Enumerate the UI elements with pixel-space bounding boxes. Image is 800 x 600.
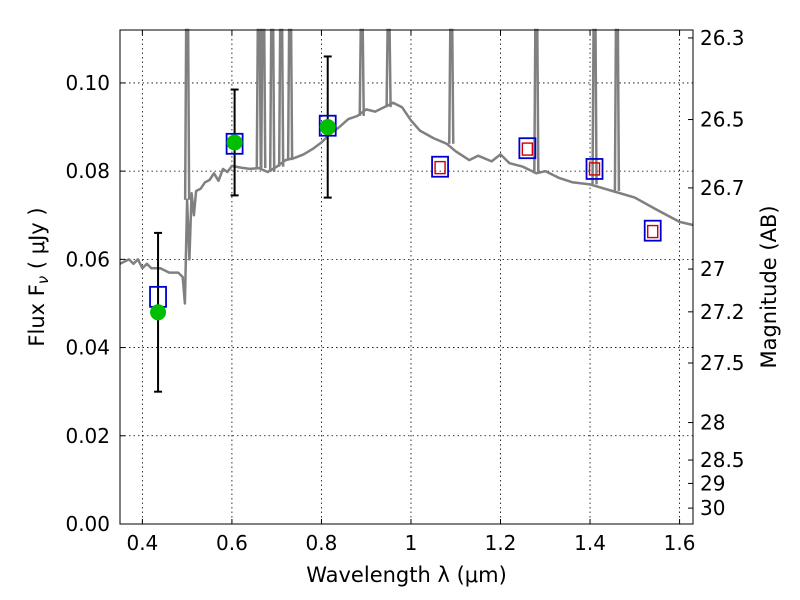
spectrum-line <box>119 101 694 305</box>
observed-point-0 <box>150 304 167 321</box>
inner-markers <box>434 142 659 239</box>
y2-axis-label: Magnitude (AB) <box>757 205 781 368</box>
x-tick-label-5: 1.4 <box>574 531 606 555</box>
y2-tick-label-4: 27.2 <box>700 300 745 324</box>
y2-tick-label-3: 27 <box>700 257 725 281</box>
grid <box>120 30 693 525</box>
plot-frame <box>119 29 694 525</box>
x-tick-label-1: 0.6 <box>216 531 248 555</box>
emission-line-4 <box>277 28 285 167</box>
observed-points <box>150 119 336 321</box>
y-axis-ticks: 0.00 0.02 0.04 0.06 0.08 0.10 <box>65 71 125 536</box>
y2-tick-label-6: 28 <box>700 411 725 435</box>
y2-tick-label-2: 26.7 <box>700 176 745 200</box>
y2-tick-label-5: 27.5 <box>700 351 745 375</box>
y-tick-label-1: 0.02 <box>65 424 110 448</box>
model-box-3 <box>431 155 449 178</box>
x-tick-label-4: 1.2 <box>485 531 517 555</box>
model-box-4 <box>518 137 537 160</box>
inner-marker-1 <box>521 142 534 156</box>
inner-marker-0 <box>434 160 446 175</box>
emission-line-11 <box>613 28 621 191</box>
emission-line-6 <box>358 28 365 117</box>
y-tick-label-5: 0.10 <box>65 71 110 95</box>
y2-tick-label-8: 29 <box>700 471 725 495</box>
emission-line-8 <box>448 28 455 144</box>
inner-marker-3 <box>647 224 659 239</box>
y2-tick-label-1: 26.5 <box>700 108 745 132</box>
observed-point-2 <box>319 119 336 136</box>
model-spectrum <box>119 28 694 305</box>
emission-line-5 <box>286 28 294 161</box>
y-axis-label-units: ( μJy ) <box>25 207 49 275</box>
x-tick-label-3: 1 <box>405 531 418 555</box>
y-tick-label-4: 0.08 <box>65 159 110 183</box>
model-box-6 <box>643 219 662 242</box>
y2-tick-label-9: 30 <box>700 496 725 520</box>
y-tick-label-3: 0.06 <box>65 247 110 271</box>
x-tick-label-0: 0.4 <box>126 531 158 555</box>
y2-tick-label-7: 28.5 <box>700 448 745 472</box>
emission-line-10 <box>591 28 598 185</box>
emission-line-7 <box>385 28 392 108</box>
inner-marker-2 <box>588 162 601 176</box>
x-axis-label: Wavelength λ (μm) <box>306 563 507 587</box>
model-box-1 <box>225 132 244 155</box>
emission-line-3 <box>268 28 276 173</box>
model-box-2 <box>318 114 337 137</box>
x-axis-ticks: 0.4 0.6 0.8 1 1.2 1.4 1.6 <box>126 30 695 555</box>
observed-point-1 <box>226 134 243 151</box>
x-tick-label-6: 1.6 <box>664 531 696 555</box>
emission-line-2 <box>260 28 267 169</box>
error-bars <box>154 55 332 393</box>
y-axis-label: Flux Fν ( μJy ) <box>25 207 52 346</box>
y2-tick-label-0: 26.3 <box>700 26 745 50</box>
model-photometry-boxes <box>149 114 662 308</box>
y-tick-label-0: 0.00 <box>65 512 110 536</box>
emission-line-0 <box>183 28 191 200</box>
model-box-5 <box>585 158 604 180</box>
x-tick-label-2: 0.8 <box>306 531 338 555</box>
y-axis-label-subscript: ν <box>34 276 52 284</box>
y-tick-label-2: 0.04 <box>65 336 110 360</box>
y-axis-label-main: Flux F <box>25 284 49 346</box>
